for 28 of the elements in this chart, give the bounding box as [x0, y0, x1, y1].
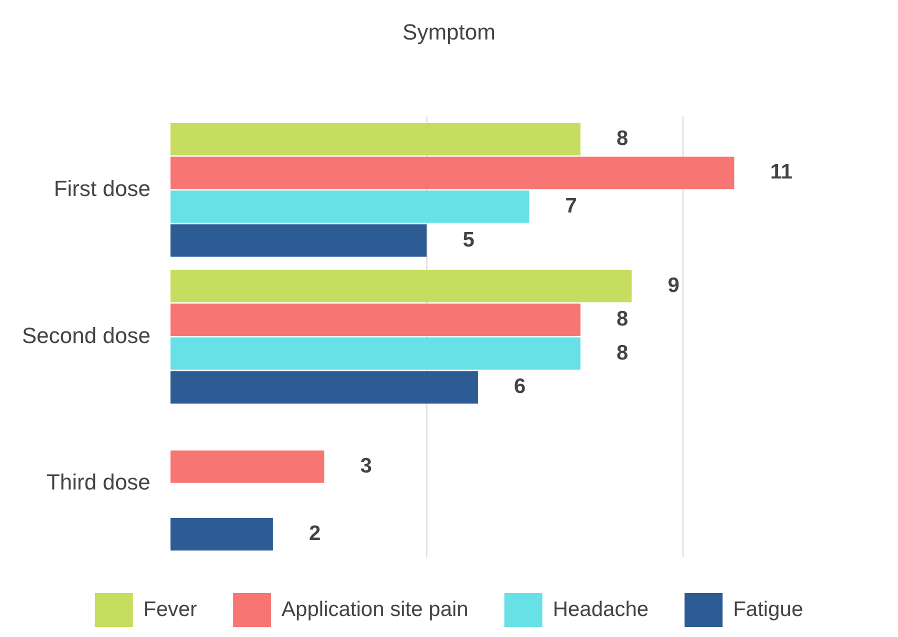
y-tick-label: First dose — [54, 176, 150, 201]
data-label: 2 — [308, 522, 321, 546]
bar — [170, 122, 580, 156]
chart-title: Symptom — [402, 19, 496, 44]
bar — [170, 270, 632, 302]
data-label: 9 — [668, 274, 680, 297]
legend-label: Headache — [552, 598, 649, 621]
bar — [170, 518, 273, 550]
bar — [170, 337, 580, 370]
bar — [170, 224, 427, 257]
data-label: 3 — [360, 454, 372, 478]
bar — [170, 304, 580, 336]
data-label: 7 — [565, 194, 577, 218]
legend-label: Fever — [143, 598, 198, 621]
data-label: 8 — [616, 341, 628, 364]
legend-label: Application site pain — [282, 598, 468, 621]
bar — [170, 190, 530, 223]
legend-label: Fatigue — [733, 598, 804, 621]
data-label: 8 — [616, 308, 628, 331]
data-label: 5 — [462, 228, 475, 252]
bar — [170, 450, 324, 483]
data-label: 6 — [514, 375, 526, 398]
y-tick-label: Third dose — [46, 470, 150, 495]
data-label: 8 — [616, 126, 628, 150]
bar — [170, 156, 734, 190]
y-tick-label: Second dose — [22, 322, 150, 348]
data-label: 11 — [770, 160, 793, 184]
bar — [170, 371, 478, 404]
